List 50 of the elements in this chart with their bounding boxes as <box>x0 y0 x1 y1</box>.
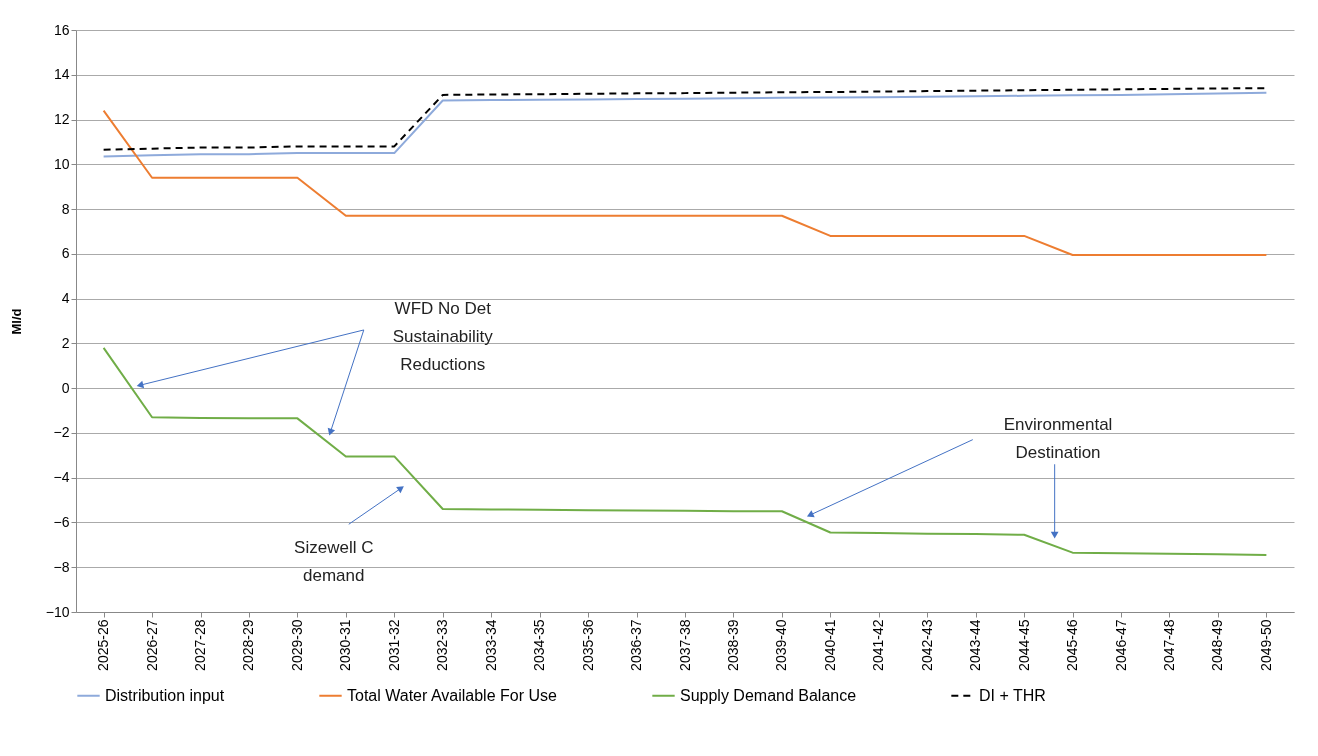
y-tick-label: 10 <box>53 155 70 172</box>
y-tick-label: 4 <box>61 290 70 307</box>
y-tick-label: 14 <box>53 66 70 83</box>
x-tick-label: 2042-43 <box>918 619 935 671</box>
x-tick-label: 2036-37 <box>628 619 645 671</box>
legend-label: Distribution input <box>105 686 225 704</box>
line-series <box>102 346 1268 556</box>
legend-label: Total Water Available For Use <box>347 686 557 704</box>
x-tick-label: 2025-26 <box>95 619 112 671</box>
y-tick-label: −10 <box>45 603 70 620</box>
x-tick-label: 2045-46 <box>1064 619 1081 671</box>
x-tick-label: 2046-47 <box>1112 619 1129 671</box>
y-axis-title: Ml/d <box>8 308 24 335</box>
legend-label: DI + THR <box>979 686 1046 704</box>
y-tick-label: 6 <box>61 245 70 262</box>
x-tick-label: 2030-31 <box>337 619 354 671</box>
x-tick-label: 2032-33 <box>434 619 451 671</box>
x-tick-label: 2049-50 <box>1257 619 1274 671</box>
y-tick-label: −8 <box>53 558 70 575</box>
annotation: Sizewell C demand <box>294 538 374 586</box>
y-tick-label: 2 <box>61 334 70 351</box>
x-tick-label: 2047-48 <box>1160 619 1177 671</box>
x-tick-label: 2035-36 <box>579 619 596 671</box>
x-tick-label: 2038-39 <box>724 619 741 671</box>
x-tick-label: 2033-34 <box>482 619 499 671</box>
y-tick-label: −6 <box>53 513 70 530</box>
x-tick-label: 2034-35 <box>531 619 548 671</box>
x-tick-label: 2029-30 <box>288 619 305 671</box>
annotation: Environmental Destination <box>1003 415 1113 463</box>
x-tick-label: 2027-28 <box>192 619 209 671</box>
x-tick-label: 2043-44 <box>967 619 984 671</box>
x-tick-label: 2041-42 <box>870 619 887 671</box>
line-series <box>102 109 1268 256</box>
y-tick-label: 12 <box>53 111 70 128</box>
x-tick-label: 2026-27 <box>143 619 160 671</box>
annotation: WFD No Det Sustainability Reductions <box>392 298 494 374</box>
legend-label: Supply Demand Balance <box>680 686 857 704</box>
line-series <box>102 91 1268 158</box>
x-tick-label: 2028-29 <box>240 619 257 671</box>
y-tick-label: 16 <box>53 21 70 38</box>
y-tick-label: 0 <box>61 379 70 396</box>
y-tick-label: −4 <box>53 469 70 486</box>
x-tick-label: 2044-45 <box>1015 619 1032 671</box>
x-tick-label: 2037-38 <box>676 619 693 671</box>
x-tick-label: 2039-40 <box>773 619 790 671</box>
y-tick-label: −2 <box>53 424 70 441</box>
y-tick-label: 8 <box>61 200 70 217</box>
x-tick-label: 2031-32 <box>385 619 402 671</box>
x-tick-label: 2048-49 <box>1209 619 1226 671</box>
x-tick-label: 2040-41 <box>821 619 838 671</box>
